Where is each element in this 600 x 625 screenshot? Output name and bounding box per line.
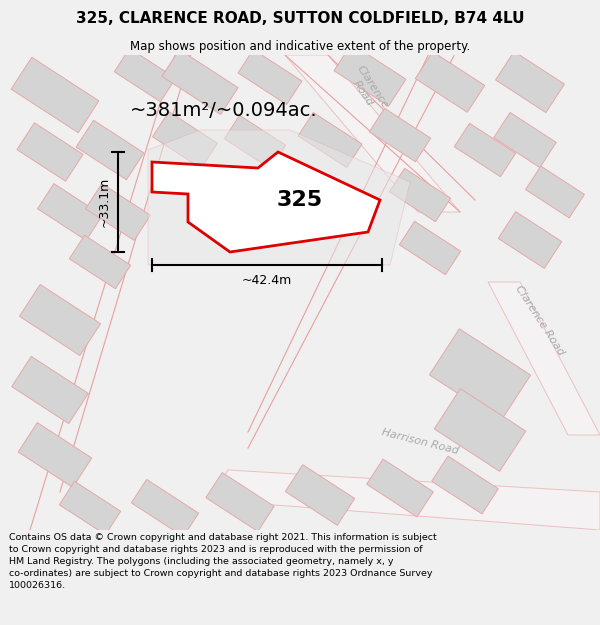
Polygon shape bbox=[389, 168, 451, 222]
Polygon shape bbox=[238, 49, 302, 104]
Polygon shape bbox=[162, 49, 238, 114]
Polygon shape bbox=[454, 123, 515, 177]
Polygon shape bbox=[370, 108, 431, 162]
Text: ~33.1m: ~33.1m bbox=[97, 177, 110, 227]
Polygon shape bbox=[38, 184, 103, 241]
Polygon shape bbox=[18, 422, 92, 488]
Polygon shape bbox=[498, 212, 562, 268]
Polygon shape bbox=[86, 184, 151, 241]
Polygon shape bbox=[59, 481, 121, 535]
Text: Harrison Road: Harrison Road bbox=[380, 428, 460, 456]
Polygon shape bbox=[526, 166, 584, 218]
Polygon shape bbox=[334, 44, 406, 106]
Polygon shape bbox=[115, 48, 176, 102]
Polygon shape bbox=[285, 55, 460, 212]
Text: 325, CLARENCE ROAD, SUTTON COLDFIELD, B74 4LU: 325, CLARENCE ROAD, SUTTON COLDFIELD, B7… bbox=[76, 11, 524, 26]
Polygon shape bbox=[76, 120, 144, 180]
Polygon shape bbox=[210, 470, 600, 530]
Polygon shape bbox=[285, 465, 355, 525]
Polygon shape bbox=[131, 479, 199, 537]
Text: ~381m²/~0.094ac.: ~381m²/~0.094ac. bbox=[130, 101, 317, 119]
Polygon shape bbox=[224, 115, 286, 169]
Polygon shape bbox=[152, 152, 380, 252]
Polygon shape bbox=[415, 52, 485, 112]
Polygon shape bbox=[11, 356, 88, 424]
Polygon shape bbox=[488, 282, 600, 435]
Polygon shape bbox=[206, 472, 274, 531]
Polygon shape bbox=[496, 51, 565, 112]
Polygon shape bbox=[367, 459, 433, 517]
Text: Map shows position and indicative extent of the property.: Map shows position and indicative extent… bbox=[130, 39, 470, 52]
Text: ~42.4m: ~42.4m bbox=[242, 274, 292, 288]
Polygon shape bbox=[152, 112, 217, 168]
Polygon shape bbox=[70, 235, 131, 289]
Polygon shape bbox=[494, 112, 556, 168]
Text: Clarence Road: Clarence Road bbox=[514, 283, 566, 357]
Text: 325: 325 bbox=[277, 190, 323, 210]
Polygon shape bbox=[148, 130, 410, 265]
Text: Contains OS data © Crown copyright and database right 2021. This information is : Contains OS data © Crown copyright and d… bbox=[9, 533, 437, 591]
Polygon shape bbox=[434, 389, 526, 471]
Polygon shape bbox=[11, 58, 99, 132]
Polygon shape bbox=[400, 221, 461, 275]
Polygon shape bbox=[430, 329, 530, 421]
Text: Clarence
Road: Clarence Road bbox=[346, 64, 391, 116]
Polygon shape bbox=[431, 456, 499, 514]
Polygon shape bbox=[298, 112, 362, 168]
Polygon shape bbox=[19, 284, 101, 356]
Polygon shape bbox=[17, 122, 83, 181]
